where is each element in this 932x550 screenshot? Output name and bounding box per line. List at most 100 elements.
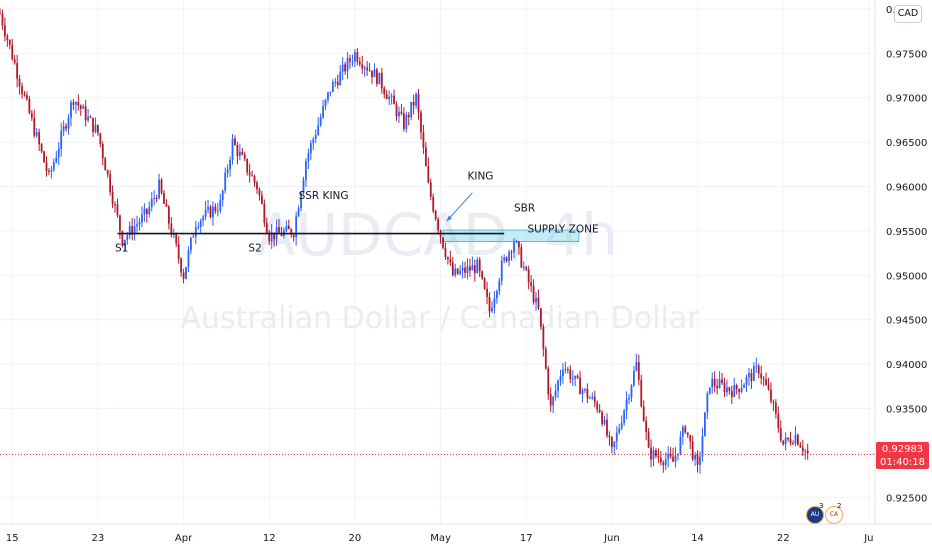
time-axis[interactable]: 15 23 Apr 12 20 May 17 Jun 14 22 Ju [6,533,874,544]
events-flags[interactable]: AU 3 CA 2 [806,502,843,524]
candle-body [349,58,351,62]
candle-body [167,206,170,224]
supply-zone-rect[interactable] [442,229,580,242]
candle-body [243,154,246,159]
candle-body [613,441,616,448]
candle-body [593,396,596,403]
candle-body [799,444,802,448]
canada-flag-icon[interactable]: CA [825,506,843,524]
candle-body [726,387,728,393]
candle-body [297,208,300,217]
symbol-watermark: AUDCAD, 4h [256,201,618,269]
candle-body [806,450,809,454]
candle-body [642,406,645,421]
candle-body [21,86,23,94]
candle-body [190,237,192,251]
candle-body [339,71,342,86]
candle-body [57,148,60,158]
candle-body [87,116,90,121]
candle-body [564,369,567,371]
australia-flag-icon[interactable]: AU [806,506,824,524]
x-tick-label: 15 [6,533,19,544]
candle-body [454,268,457,276]
candle-body [647,431,650,448]
candle-body [559,375,562,381]
candle-body [30,113,33,118]
candle-body [471,265,474,271]
candle-body [520,247,523,268]
candle-body [194,227,197,237]
candle-body [89,116,92,118]
candle-body [229,159,231,170]
candle-body [784,437,787,445]
candle-body [366,67,369,71]
candle-body [525,267,528,270]
candle-body [6,36,9,40]
candle-body [447,257,449,260]
candle-body [109,174,112,193]
candle-body [517,241,520,248]
candle-body [530,282,533,286]
candle-body [305,161,307,180]
candle-body [691,441,694,460]
candle-body [97,124,99,134]
candle-body [659,457,662,463]
candle-body [787,437,790,440]
candle-body [420,112,422,133]
candle-body [557,380,559,391]
candle-body [253,176,256,183]
candle-body [353,52,356,62]
candle-body [285,225,288,231]
candle-body [26,95,28,99]
candle-body [774,402,777,414]
candle-body [241,151,244,155]
candle-body [99,133,102,145]
candle-body [307,153,310,162]
candle-body [706,393,709,413]
candle-body [415,93,417,106]
king-arrow-head [446,215,453,222]
king-arrow[interactable] [446,192,473,222]
candle-body [488,297,491,312]
candle-body [804,450,807,452]
candle-body [571,378,574,380]
candle-body [209,206,212,218]
candle-body [363,67,366,69]
candle-body [8,39,11,45]
candle-body [544,348,547,369]
candle-body [777,413,780,429]
candle-body [794,434,797,444]
candle-body [268,232,271,242]
candle-body [62,126,65,132]
candle-body [126,235,129,240]
candle-body [537,297,540,309]
candle-body [535,297,537,303]
candle-body [522,267,525,269]
candle-body [390,95,393,97]
candle-body [207,206,209,210]
australia-event-count: 3 [819,502,824,510]
candle-body [101,144,104,159]
candle-body [762,378,765,380]
candle-body [177,243,180,259]
x-tick-label: May [430,533,451,544]
candle-body [28,98,31,114]
candle-body [314,134,317,140]
price-axis[interactable]: 0.925000.930000.935000.940000.945000.950… [886,5,927,504]
candle-body [43,151,45,163]
candle-body [637,362,640,381]
candle-body [750,373,753,381]
candle-body [456,268,459,274]
candle-body [219,200,222,211]
currency-button[interactable]: CAD [894,5,922,23]
candle-body [527,269,530,283]
y-tick-label: 0.94000 [886,360,927,371]
candle-body [735,385,738,390]
candle-body [148,207,151,215]
y-tick-label: 0.95500 [886,227,927,238]
candle-body [576,375,579,378]
candle-body [591,396,594,399]
candle-body [356,52,359,62]
candle-body [155,197,158,199]
